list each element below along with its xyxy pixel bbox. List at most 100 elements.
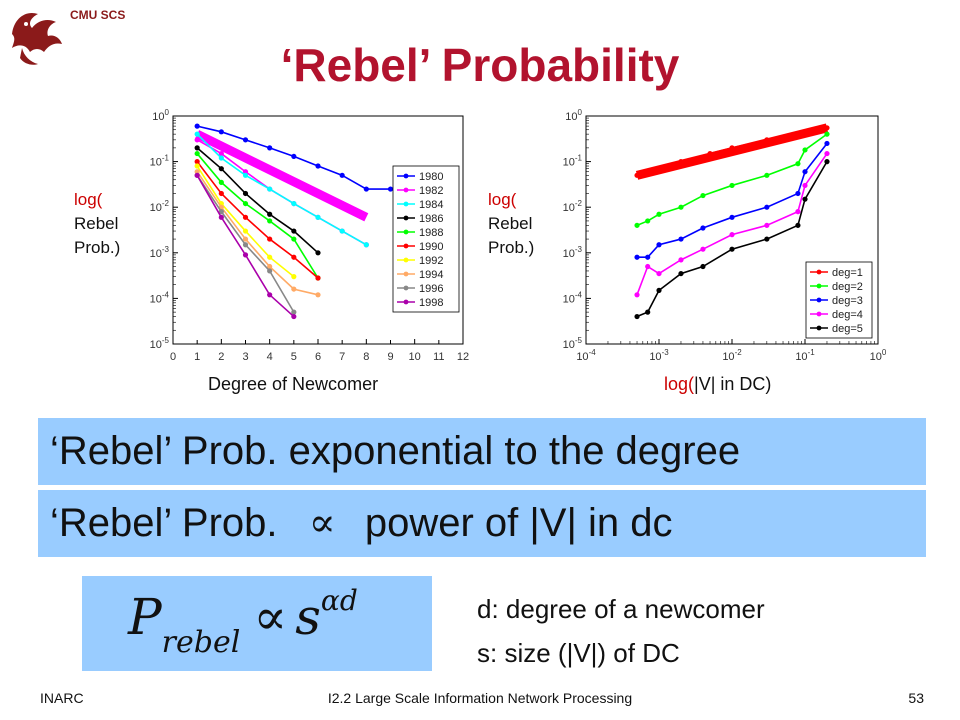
series-point-1994 xyxy=(267,263,273,270)
left-ylabel-line2: Rebel xyxy=(74,214,119,233)
right-xlabel-rest: |V| in DC) xyxy=(694,374,772,394)
series-point-1986 xyxy=(315,250,321,256)
legend-label: deg=3 xyxy=(832,295,863,307)
legend-swatch-marker xyxy=(816,283,822,289)
series-point-1992 xyxy=(291,274,297,280)
series-point-1988 xyxy=(267,218,273,224)
formula-p: P xyxy=(128,588,162,646)
right-xlabel: log(|V| in DC) xyxy=(664,374,771,395)
formula-s: s xyxy=(295,588,321,646)
series-point-1994 xyxy=(242,236,249,242)
fit-line xyxy=(635,123,829,180)
footer-center: I2.2 Large Scale Information Network Pro… xyxy=(327,690,633,706)
series-point-deg=3 xyxy=(634,254,640,260)
series-point-1986 xyxy=(194,145,200,151)
legend-label: 1986 xyxy=(419,213,443,225)
series-point-1984 xyxy=(291,200,297,207)
series-point-deg=4 xyxy=(729,232,735,238)
x-tick-label: 10-3 xyxy=(649,348,669,363)
x-tick-label: 12 xyxy=(457,351,469,363)
series-point-1994 xyxy=(194,169,200,175)
series-point-1994 xyxy=(315,292,321,298)
series-point-deg=4 xyxy=(678,257,684,263)
left-ylabel-line1: log( xyxy=(74,190,103,209)
legend-label: 1992 xyxy=(419,255,443,267)
legend-swatch-marker xyxy=(403,201,409,207)
series-point-deg=3 xyxy=(729,214,735,220)
legend-label: 1998 xyxy=(419,297,443,309)
y-tick-label: 100 xyxy=(152,108,169,123)
x-minor-tick-label: 1 xyxy=(194,351,200,363)
series-line-deg=2 xyxy=(636,133,828,227)
series-point-1988 xyxy=(194,150,200,157)
series-point-1984 xyxy=(218,155,224,161)
series-point-deg=1 xyxy=(795,131,801,137)
legend-label: 1984 xyxy=(419,199,443,211)
series-point-1984 xyxy=(315,214,321,220)
series-point-deg=3 xyxy=(656,242,662,248)
legend-label: 1994 xyxy=(419,269,443,281)
series-line-1986 xyxy=(196,147,319,254)
footer-left: INARC xyxy=(40,690,84,706)
series-point-1998 xyxy=(194,172,200,178)
statement-band-1: ‘Rebel’ Prob. exponential to the degree xyxy=(38,418,926,485)
legend-swatch-marker xyxy=(403,257,409,263)
formula-exponent: αd xyxy=(320,584,358,617)
legend-swatch-marker xyxy=(816,269,822,275)
formula-subscript: rebel xyxy=(161,625,241,660)
series-point-1986 xyxy=(242,190,249,197)
series-point-deg=2 xyxy=(700,192,706,199)
cmu-dragon-logo xyxy=(12,12,62,65)
formula-proportional: ∝ xyxy=(253,588,288,646)
x-minor-tick-label: 3 xyxy=(242,351,248,363)
statement-band-2: ‘Rebel’ Prob. ∝ power of |V| in dc xyxy=(38,490,926,557)
series-point-deg=2 xyxy=(645,218,651,224)
left-ylabel-line3: Prob.) xyxy=(74,238,121,257)
series-point-deg=2 xyxy=(656,211,662,217)
x-minor-tick-label: 5 xyxy=(291,351,297,363)
legend-label: deg=5 xyxy=(832,323,863,335)
series-point-1980 xyxy=(363,186,369,192)
series-point-1992 xyxy=(242,228,249,234)
page-number: 53 xyxy=(908,690,924,706)
series-point-1994 xyxy=(291,286,297,292)
x-minor-tick-label: 9 xyxy=(387,351,393,363)
note-degree: d: degree of a newcomer xyxy=(477,594,765,624)
series-point-1990 xyxy=(315,275,321,281)
series-point-deg=5 xyxy=(700,263,706,270)
series-point-deg=2 xyxy=(802,147,808,153)
x-minor-tick-label: 11 xyxy=(433,351,444,363)
legend-label: deg=1 xyxy=(832,267,863,279)
series-point-deg=3 xyxy=(645,254,651,260)
y-tick-label: 10-2 xyxy=(150,199,170,214)
series-point-deg=3 xyxy=(700,225,706,231)
series-point-1980 xyxy=(291,153,297,160)
formula: Prebel ∝ sαd xyxy=(128,584,358,660)
right-ylabel-line2: Rebel xyxy=(488,214,533,233)
series-point-deg=2 xyxy=(795,161,801,167)
left-ylabel: log( Rebel Prob.) xyxy=(74,188,120,260)
series-point-1998 xyxy=(267,292,273,298)
series-point-1990 xyxy=(218,190,224,197)
series-point-1988 xyxy=(242,200,249,207)
series-point-deg=4 xyxy=(795,209,801,215)
x-tick-label: 4 xyxy=(267,351,273,363)
series-point-deg=5 xyxy=(634,313,640,320)
series-point-deg=4 xyxy=(824,150,830,157)
series-point-1980 xyxy=(218,129,224,135)
legend-label: 1988 xyxy=(419,227,443,239)
y-tick-label: 10-1 xyxy=(563,154,583,169)
legend-swatch-marker xyxy=(403,215,409,221)
org-label: CMU SCS xyxy=(70,8,126,22)
formula-box: Prebel ∝ sαd xyxy=(82,576,432,671)
legend-swatch-marker xyxy=(403,187,409,193)
series-point-1990 xyxy=(267,236,273,242)
series-point-1986 xyxy=(267,211,273,217)
x-tick-label: 8 xyxy=(363,351,369,363)
proportional-symbol: ∝ xyxy=(308,500,336,546)
y-tick-label: 10-2 xyxy=(563,199,583,214)
series-point-deg=3 xyxy=(678,236,684,242)
series-point-deg=5 xyxy=(645,309,651,315)
series-point-1982 xyxy=(218,150,224,157)
series-point-1980 xyxy=(387,186,394,192)
